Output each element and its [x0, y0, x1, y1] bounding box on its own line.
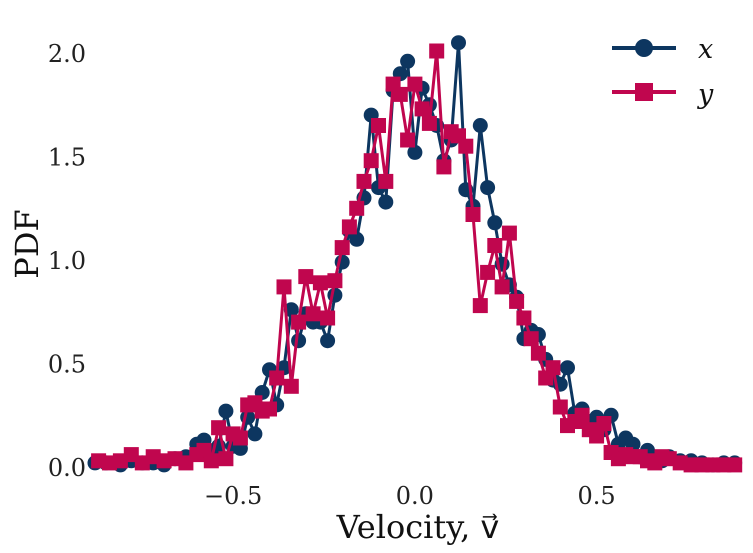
- x-axis-ticks: −0.5 0.0 0.5: [204, 482, 616, 510]
- y-tick-label: 1.0: [48, 247, 86, 275]
- data-point-y: [530, 345, 546, 361]
- data-point-y: [509, 293, 525, 309]
- data-point-y: [516, 310, 532, 326]
- legend-marker-circle: [635, 39, 653, 57]
- data-point-y: [262, 401, 277, 417]
- data-point-y: [421, 115, 437, 131]
- data-point-y: [312, 275, 328, 291]
- data-point-y: [494, 279, 510, 295]
- data-point-y: [407, 76, 423, 92]
- y-tick-label: 2.0: [48, 40, 86, 68]
- data-point-y: [574, 407, 590, 423]
- data-point-y: [291, 314, 307, 330]
- data-point-x: [400, 53, 416, 69]
- y-tick-label: 0.0: [48, 454, 86, 482]
- data-point-y: [465, 207, 481, 222]
- data-point-y: [283, 378, 299, 394]
- data-point-x: [218, 403, 234, 419]
- data-point-y: [400, 132, 416, 148]
- data-point-x: [291, 333, 307, 349]
- data-point-x: [560, 360, 575, 376]
- y-axis-label: PDF: [8, 209, 46, 278]
- data-point-y: [269, 370, 285, 386]
- y-tick-label: 0.5: [48, 351, 86, 379]
- data-point-y: [341, 219, 357, 235]
- data-point-y: [276, 279, 292, 295]
- data-point-y: [371, 118, 386, 133]
- data-point-y: [298, 269, 314, 285]
- data-point-x: [378, 194, 394, 210]
- data-point-x: [283, 302, 299, 318]
- data-point-y: [334, 240, 350, 256]
- x-axis-label: Velocity, v⃗: [336, 508, 500, 546]
- series-y: [91, 43, 743, 473]
- y-tick-label: 1.5: [48, 144, 86, 172]
- data-point-y: [523, 331, 539, 347]
- x-tick-label: 0.0: [396, 482, 434, 510]
- data-point-y: [552, 399, 568, 415]
- data-point-y: [487, 238, 503, 253]
- data-point-x: [472, 118, 488, 133]
- x-tick-label: 0.5: [578, 482, 616, 510]
- legend-entry-y[interactable]: y: [612, 79, 714, 110]
- legend: x y: [612, 34, 714, 110]
- data-point-y: [363, 153, 379, 169]
- data-point-x: [349, 231, 365, 247]
- data-point-y: [458, 138, 474, 154]
- data-point-x: [320, 333, 336, 349]
- data-point-y: [211, 420, 227, 436]
- data-point-y: [232, 430, 248, 446]
- data-point-y: [203, 453, 219, 469]
- data-point-y: [349, 200, 365, 216]
- data-point-y: [392, 86, 408, 102]
- data-point-y: [414, 101, 430, 117]
- legend-label-x: x: [698, 34, 713, 65]
- data-point-x: [407, 144, 423, 160]
- data-point-y: [356, 173, 372, 189]
- legend-entry-x[interactable]: x: [612, 34, 713, 65]
- data-point-y: [429, 43, 445, 59]
- legend-marker-square: [635, 83, 653, 101]
- data-point-y: [305, 306, 321, 322]
- data-point-y: [218, 451, 234, 467]
- legend-label-y: y: [697, 79, 714, 110]
- data-point-x: [480, 180, 496, 196]
- y-axis-ticks: 0.0 0.5 1.0 1.5 2.0: [48, 40, 86, 482]
- x-tick-label: −0.5: [204, 482, 262, 510]
- data-point-y: [320, 310, 336, 326]
- data-point-y: [589, 428, 605, 444]
- data-point-y: [436, 159, 452, 175]
- data-point-x: [247, 426, 263, 442]
- data-point-y: [501, 225, 517, 241]
- data-point-y: [472, 298, 488, 314]
- data-point-y: [378, 173, 394, 189]
- data-point-x: [487, 215, 503, 231]
- series-layer: [87, 35, 743, 473]
- data-point-x: [451, 35, 466, 51]
- data-point-y: [727, 457, 743, 473]
- data-point-y: [545, 360, 561, 376]
- data-point-y: [327, 273, 343, 289]
- data-point-y: [480, 264, 496, 280]
- data-point-y: [596, 416, 612, 431]
